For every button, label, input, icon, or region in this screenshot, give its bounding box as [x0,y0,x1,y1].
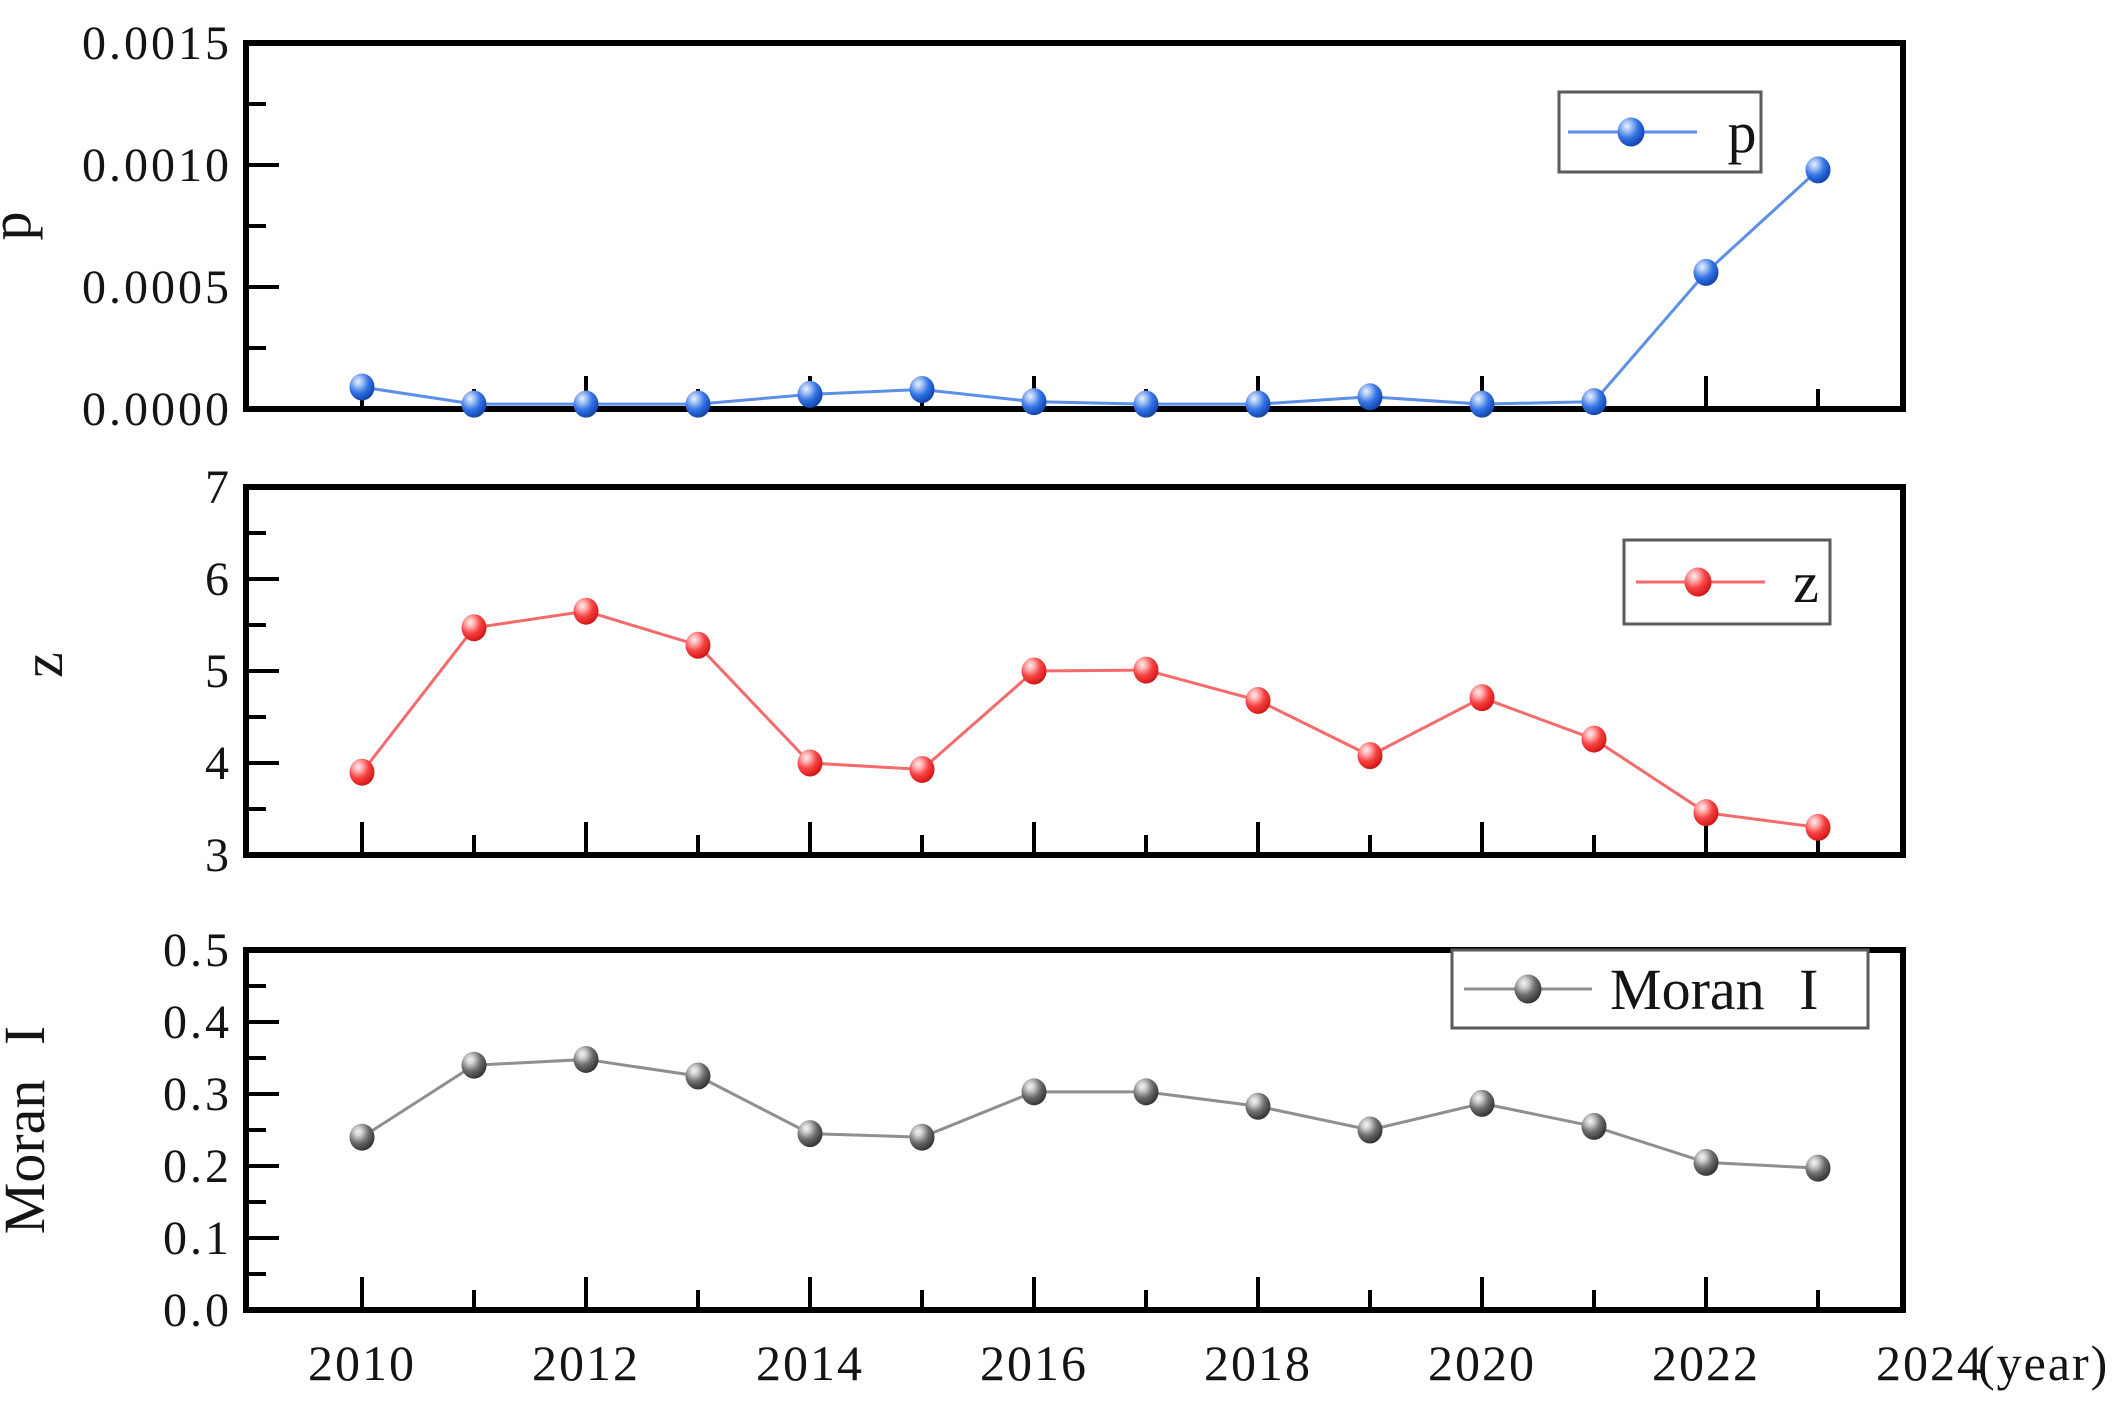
p-y-tick-label: 0.0005 [82,261,232,314]
z-marker-2016 [1021,657,1047,685]
z-marker-2014 [797,749,823,777]
z-marker-2022 [1693,799,1719,827]
p-series-line [361,168,1820,406]
panel-moran: 0.0 0.1 0.2 0.3 0.4 0.5 Moran I Moran I [0,924,1906,1337]
p-y-tick-label: 0.0015 [82,17,232,70]
p-marker-2010 [349,373,375,401]
x-tick-label-2012: 2012 [532,1335,640,1391]
z-marker-2023 [1805,813,1831,841]
moran-legend-marker-icon [1514,974,1542,1004]
moran-marker-2011 [461,1051,487,1079]
x-tick-label-2020: 2020 [1428,1335,1536,1391]
z-marker-2020 [1469,684,1495,712]
z-marker-2013 [685,631,711,659]
z-panel-border [243,484,1906,858]
moran-legend-label: Moran I [1610,957,1818,1022]
x-tick-label-2024: 2024 [1876,1335,1984,1391]
p-marker-2011 [461,390,487,418]
moran-marker-2016 [1021,1078,1047,1106]
z-marker-2019 [1357,742,1383,770]
moran-marker-2013 [685,1062,711,1090]
z-marker-2017 [1133,656,1159,684]
p-legend-marker-icon [1617,117,1645,147]
moran-marker-2017 [1133,1078,1159,1106]
p-y-tick-label: 0.0010 [82,139,232,192]
z-marker-2015 [909,755,935,783]
moran-y-tick-label: 0.0 [163,1284,232,1337]
moran-axis-title: Moran I [0,1026,57,1234]
moran-marker-2018 [1245,1092,1271,1120]
x-tick-label-2016: 2016 [980,1335,1088,1391]
moran-y-tick-label: 0.4 [163,996,232,1049]
moran-marker-2022 [1693,1148,1719,1176]
z-y-tick-label: 7 [205,461,232,514]
moran-y-tick-label: 0.1 [163,1212,232,1265]
moran-marker-2010 [349,1123,375,1151]
p-marker-2014 [797,380,823,408]
z-legend-marker-icon [1684,567,1712,597]
p-y-tick-label: 0.0000 [82,383,232,436]
z-y-tick-label: 4 [205,737,232,790]
moran-marker-2020 [1469,1089,1495,1117]
p-marker-2018 [1245,390,1271,418]
z-legend: z [1622,538,1832,626]
z-legend-label: z [1793,550,1819,615]
p-marker-2012 [573,390,599,418]
p-marker-2015 [909,375,935,403]
moran-panel-border [243,947,1906,1313]
moran-y-tick-label: 0.5 [163,924,232,977]
z-y-tick-label: 3 [205,829,232,882]
p-marker-2021 [1581,388,1607,416]
p-marker-2017 [1133,390,1159,418]
p-marker-2016 [1021,388,1047,416]
z-marker-2011 [461,614,487,642]
z-series-line [360,609,1819,829]
x-axis-labels: 2010 2012 2014 2016 2018 2020 2022 2024(year) [308,1335,2109,1391]
moran-y-tick-label: 0.2 [163,1140,232,1193]
p-legend: p [1557,90,1763,174]
p-marker-2013 [685,390,711,418]
moran-series-line [361,1057,1819,1170]
z-y-tick-label: 6 [205,553,232,606]
p-marker-2022 [1693,258,1719,286]
p-axis-title: p [0,212,43,241]
z-marker-2021 [1581,725,1607,753]
x-tick-label-2018: 2018 [1204,1335,1312,1391]
z-marker-2012 [573,597,599,625]
moran-marker-2021 [1581,1112,1607,1140]
p-marker-2023 [1805,156,1831,184]
x-tick-label-2010: 2010 [308,1335,416,1391]
p-panel-border [243,40,1906,412]
panel-z: 3 4 5 6 7 z z [10,461,1906,882]
moran-marker-2014 [797,1120,823,1148]
x-tick-label-2014: 2014 [756,1335,864,1391]
panel-p: 0.0000 0.0005 0.0010 0.0015 p p [0,17,1906,436]
p-marker-2020 [1469,390,1495,418]
moran-marker-2015 [909,1123,935,1151]
p-legend-label: p [1728,100,1757,165]
x-axis-unit-label: (year) [1978,1335,2109,1391]
moran-y-tick-label: 0.3 [163,1068,232,1121]
z-y-tick-label: 5 [205,645,232,698]
z-marker-2018 [1245,686,1271,714]
x-tick-label-2022: 2022 [1652,1335,1760,1391]
moran-marker-2023 [1805,1154,1831,1182]
z-marker-2010 [349,758,375,786]
moran-marker-2019 [1357,1116,1383,1144]
z-axis-title: z [10,652,75,678]
moran-marker-2012 [573,1045,599,1073]
p-marker-2019 [1357,383,1383,411]
moran-legend: Moran I [1450,948,1870,1030]
